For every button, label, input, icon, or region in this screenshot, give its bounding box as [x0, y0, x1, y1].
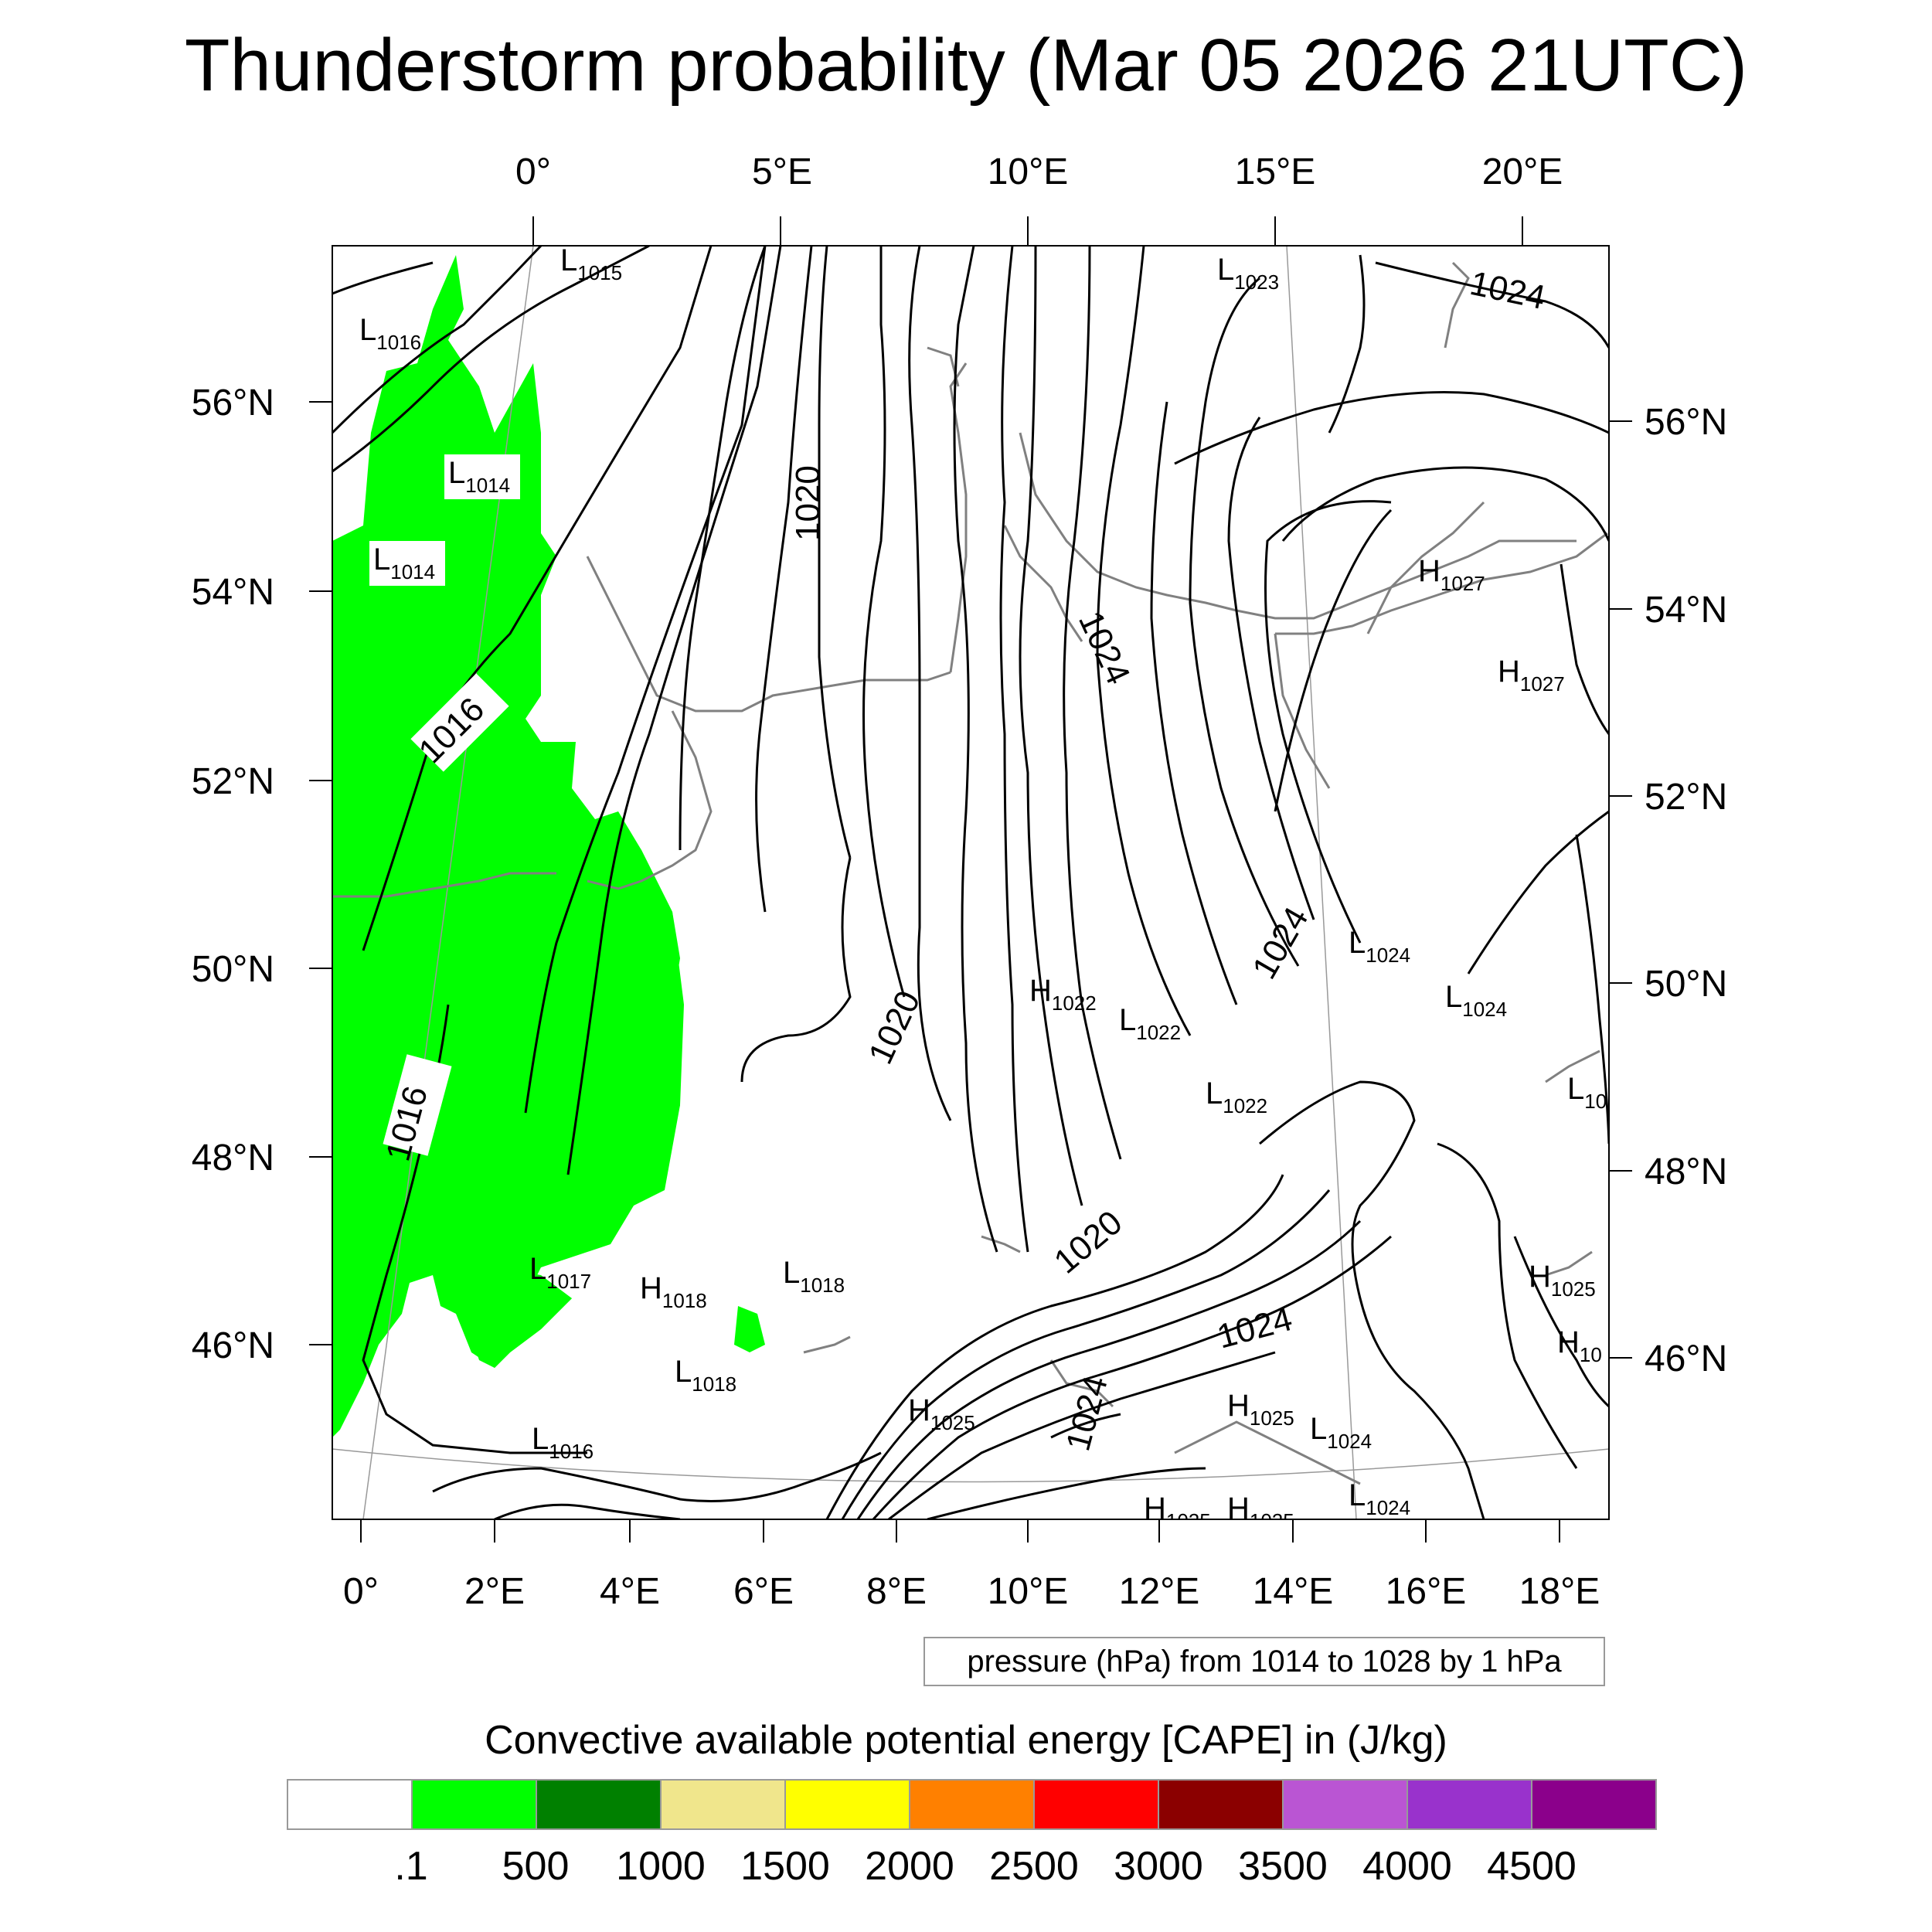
right-lat-label: 48°N — [1645, 1151, 1727, 1192]
pressure-center-label: H1022 — [1029, 974, 1097, 1015]
bottom-lon-label: 2°E — [464, 1571, 525, 1612]
left-lat-label: 48°N — [192, 1138, 274, 1179]
top-lon-label: 5°E — [752, 151, 812, 192]
cape-patch-small — [734, 1306, 765, 1352]
bottom-lon-label: 12°E — [1119, 1571, 1200, 1612]
left-lat-label: 46°N — [192, 1325, 274, 1366]
colorbar-swatch — [287, 1779, 413, 1830]
bottom-lon-label: 8°E — [866, 1571, 927, 1612]
top-lon-label: 20°E — [1482, 151, 1563, 192]
bottom-lon-label: 18°E — [1519, 1571, 1600, 1612]
colorbar-tick-label: 4000 — [1362, 1844, 1452, 1889]
pressure-center-label: L1014 — [448, 456, 510, 497]
colorbar-swatch — [1406, 1779, 1532, 1830]
pressure-center-label: H1025 — [1529, 1260, 1596, 1301]
colorbar-tick-label: 1000 — [616, 1844, 706, 1889]
cape-region-east — [541, 815, 684, 1236]
pressure-center-label: L1024 — [1349, 1478, 1410, 1519]
colorbar-swatch — [1282, 1779, 1408, 1830]
colorbar-title: Convective available potential energy [C… — [485, 1718, 1447, 1763]
colorbar-swatch — [1158, 1779, 1284, 1830]
pressure-center-label: L1022 — [1119, 1003, 1181, 1044]
pressure-center-label: L1016 — [532, 1422, 594, 1463]
colorbar-swatch — [411, 1779, 537, 1830]
right-lat-label: 54°N — [1645, 590, 1727, 631]
cape-patch-alps — [456, 1267, 572, 1368]
colorbar-tick-label: 1500 — [740, 1844, 830, 1889]
pressure-center-label: L1018 — [675, 1355, 736, 1396]
bottom-lon-label: 16°E — [1386, 1571, 1467, 1612]
colorbar-swatch — [784, 1779, 910, 1830]
bottom-lon-label: 10°E — [988, 1571, 1069, 1612]
pressure-center-label: L1022 — [1206, 1077, 1267, 1117]
pressure-center-label: H1027 — [1418, 554, 1485, 595]
bottom-lon-label: 4°E — [600, 1571, 660, 1612]
pressure-center-label: H10 — [1557, 1325, 1602, 1366]
pressure-center-label: L1015 — [560, 243, 622, 284]
pressure-center-label: H1025 — [908, 1393, 975, 1434]
pressure-center-label: L10 — [1567, 1072, 1607, 1113]
colorbar-tick-label: 2500 — [989, 1844, 1079, 1889]
colorbar-swatch — [909, 1779, 1035, 1830]
bottom-lon-label: 0° — [343, 1571, 379, 1612]
colorbar-tick-label: 4500 — [1487, 1844, 1577, 1889]
pressure-center-label: L1024 — [1349, 926, 1410, 967]
colorbar — [287, 1779, 1657, 1830]
colorbar-tick-label: 500 — [502, 1844, 570, 1889]
map-border — [332, 245, 1610, 1520]
left-lat-label: 52°N — [192, 761, 274, 802]
right-lat-label: 50°N — [1645, 964, 1727, 1005]
pressure-center-label: L1024 — [1445, 980, 1507, 1021]
pressure-center-label: H1018 — [640, 1271, 707, 1312]
colorbar-tick-label: 3500 — [1238, 1844, 1328, 1889]
contour-info-box: pressure (hPa) from 1014 to 1028 by 1 hP… — [923, 1637, 1605, 1686]
pressure-center-label: L1023 — [1217, 253, 1279, 294]
pressure-center-label: H1025 — [1144, 1492, 1211, 1532]
right-lat-label: 46°N — [1645, 1338, 1727, 1379]
colorbar-swatch — [660, 1779, 786, 1830]
colorbar-swatch — [1531, 1779, 1657, 1830]
pressure-center-label: L1018 — [783, 1256, 845, 1297]
chart-title: Thunderstorm probability (Mar 05 2026 21… — [184, 24, 1748, 107]
colorbar-swatch — [536, 1779, 662, 1830]
colorbar-tick-label: .1 — [394, 1844, 428, 1889]
pressure-center-label: H1027 — [1498, 655, 1565, 696]
pressure-center-label: H1025 — [1227, 1492, 1294, 1532]
right-lat-label: 56°N — [1645, 402, 1727, 443]
top-lon-label: 15°E — [1235, 151, 1316, 192]
left-lat-label: 54°N — [192, 572, 274, 613]
pressure-center-label: L1014 — [373, 543, 435, 583]
right-lat-label: 52°N — [1645, 777, 1727, 818]
colorbar-tick-label: 2000 — [865, 1844, 954, 1889]
left-lat-label: 56°N — [192, 383, 274, 423]
bottom-lon-label: 14°E — [1253, 1571, 1334, 1612]
colorbar-swatch — [1033, 1779, 1159, 1830]
pressure-center-label: L1017 — [529, 1252, 591, 1293]
colorbar-tick-label: 3000 — [1114, 1844, 1203, 1889]
contour-label: 1020 — [789, 465, 827, 541]
pressure-center-label: L1024 — [1310, 1412, 1372, 1453]
pressure-center-label: L1016 — [359, 313, 421, 354]
left-lat-label: 50°N — [192, 949, 274, 990]
top-lon-label: 0° — [515, 151, 551, 192]
pressure-center-label: H1025 — [1227, 1389, 1294, 1430]
top-lon-label: 10°E — [988, 151, 1069, 192]
bottom-lon-label: 6°E — [733, 1571, 794, 1612]
